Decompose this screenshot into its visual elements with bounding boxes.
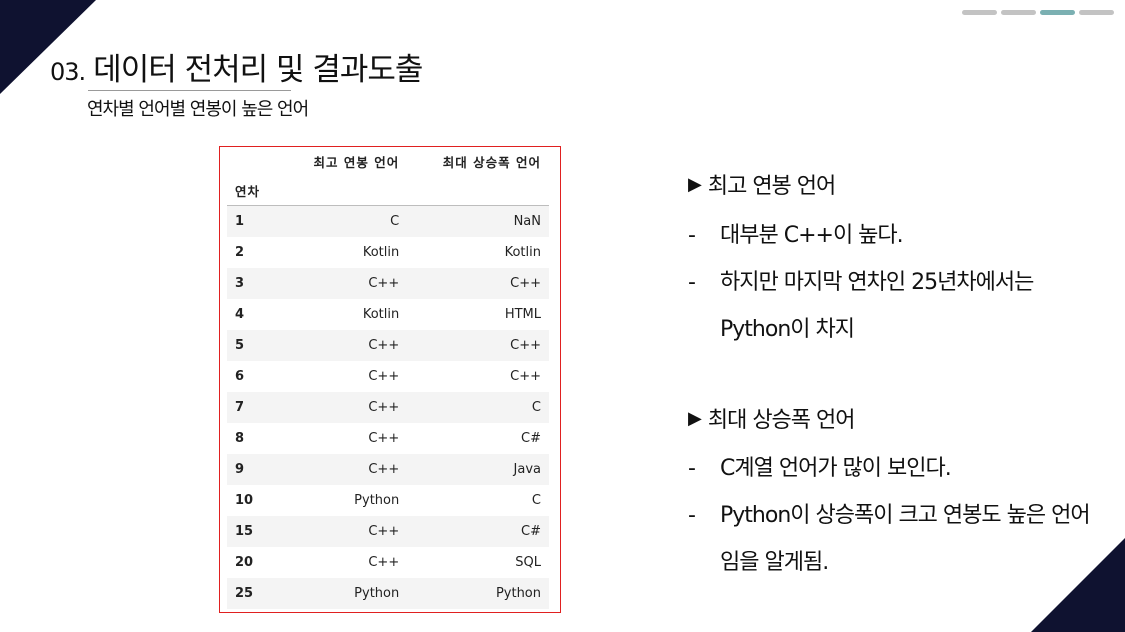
table-header-blank	[281, 176, 408, 206]
progress-segment-active	[1040, 10, 1075, 15]
max-rise-language-cell: HTML	[504, 307, 541, 322]
table-header-blank	[227, 147, 281, 176]
corner-decoration-bottom-right	[1031, 538, 1125, 632]
table-row: 8 C++ C#	[227, 423, 549, 454]
list-item-text: Python이 상승폭이 크고 연봉도 높은 언어임을 알게됨.	[720, 503, 1091, 575]
dash-bullet: -	[688, 456, 696, 481]
triangle-bullet-icon: ▶	[688, 173, 702, 195]
top-language-cell: C++	[368, 369, 400, 384]
top-language-cell: Python	[281, 578, 408, 609]
top-language-cell: C++	[281, 454, 408, 485]
progress-segment	[1001, 10, 1036, 15]
year-cell: 5	[227, 330, 281, 361]
max-rise-language-cell: Java	[407, 454, 549, 485]
index-header: 연차	[227, 176, 281, 206]
results-table-frame: 최고 연봉 언어 최대 상승폭 언어 연차 1 C NaN 2 Kotlin Kotlin…	[219, 146, 561, 613]
year-cell: 9	[227, 454, 281, 485]
table-row: 6 C++ C++	[227, 361, 549, 392]
title-divider	[88, 90, 291, 91]
slide-subtitle: 연차별 언어별 연봉이 높은 언어	[87, 99, 309, 120]
table-row: 7 C++ C	[227, 392, 549, 423]
section-heading-top-salary: ▶ 최고 연봉 언어	[688, 168, 836, 200]
column-header-top-language: 최고 연봉 언어	[313, 155, 400, 170]
top-language-cell: C++	[368, 555, 400, 570]
top-language-cell: C++	[368, 431, 400, 446]
table-row: 1 C NaN	[227, 205, 549, 237]
list-item-text: C계열 언어가 많이 보인다.	[720, 456, 952, 481]
section-heading-max-rise: ▶ 최대 상승폭 언어	[688, 402, 856, 434]
slide-progress-indicator	[962, 10, 1114, 15]
table-row: 4 Kotlin HTML	[227, 299, 549, 330]
top-language-cell: C	[281, 205, 408, 237]
max-rise-language-cell: SQL	[515, 555, 541, 570]
slide-title: 03. 데이터 전처리 및 결과도출	[50, 44, 423, 89]
section-heading-text: 최대 상승폭 언어	[707, 408, 856, 433]
year-cell: 6	[235, 369, 245, 384]
corner-decoration-top-left	[0, 0, 96, 94]
results-table: 최고 연봉 언어 최대 상승폭 언어 연차 1 C NaN 2 Kotlin Kotlin…	[227, 147, 549, 609]
max-rise-language-cell: C++	[407, 268, 549, 299]
max-rise-language-cell: Kotlin	[504, 245, 541, 260]
year-cell: 4	[235, 307, 245, 322]
progress-segment	[962, 10, 997, 15]
year-cell: 8	[235, 431, 245, 446]
max-rise-language-cell: C	[407, 392, 549, 423]
table-row: 20 C++ SQL	[227, 547, 549, 578]
max-rise-language-cell: C#	[407, 516, 549, 547]
top-language-cell: C++	[281, 516, 408, 547]
year-cell: 1	[227, 205, 281, 237]
column-header-max-rise-language: 최대 상승폭 언어	[442, 155, 541, 170]
top-language-cell: C++	[281, 392, 408, 423]
table-header-blank	[407, 176, 549, 206]
max-rise-language-cell: C++	[510, 369, 541, 384]
top-language-cell: C++	[281, 268, 408, 299]
year-cell: 20	[235, 555, 254, 570]
table-row: 25 Python Python	[227, 578, 549, 609]
triangle-bullet-icon: ▶	[688, 407, 702, 429]
year-cell: 3	[227, 268, 281, 299]
table-header-row: 최고 연봉 언어 최대 상승폭 언어	[227, 147, 549, 176]
table-row: 15 C++ C#	[227, 516, 549, 547]
table-row: 5 C++ C++	[227, 330, 549, 361]
top-language-cell: Kotlin	[362, 307, 400, 322]
year-cell: 15	[227, 516, 281, 547]
list-item-text: 대부분 C++이 높다.	[720, 223, 904, 248]
max-rise-language-cell: C	[531, 493, 541, 508]
top-language-cell: C++	[281, 330, 408, 361]
table-row: 10 Python C	[227, 485, 549, 516]
table-row: 9 C++ Java	[227, 454, 549, 485]
max-rise-language-cell: C#	[521, 431, 541, 446]
top-language-cell: Kotlin	[362, 245, 400, 260]
dash-bullet: -	[688, 270, 696, 295]
dash-bullet: -	[688, 503, 696, 528]
year-cell: 2	[235, 245, 245, 260]
max-rise-language-cell: C++	[407, 330, 549, 361]
year-cell: 10	[235, 493, 254, 508]
top-language-cell: Python	[354, 493, 400, 508]
dash-bullet: -	[688, 223, 696, 248]
table-row: 3 C++ C++	[227, 268, 549, 299]
year-cell: 25	[227, 578, 281, 609]
table-body: 1 C NaN 2 Kotlin Kotlin 3 C++ C++ 4 Kotlin HTML 5 C++…	[227, 205, 549, 609]
list-item-text: 하지만 마지막 연차인 25년차에서는 Python이 차지	[720, 270, 1034, 342]
slide-title-text: 데이터 전처리 및 결과도출	[93, 52, 423, 88]
progress-segment	[1079, 10, 1114, 15]
max-rise-language-cell: NaN	[407, 205, 549, 237]
table-index-header-row: 연차	[227, 176, 549, 206]
max-rise-language-cell: Python	[407, 578, 549, 609]
section-heading-text: 최고 연봉 언어	[707, 174, 836, 199]
year-cell: 7	[227, 392, 281, 423]
table-row: 2 Kotlin Kotlin	[227, 237, 549, 268]
slide-number: 03.	[50, 58, 86, 86]
